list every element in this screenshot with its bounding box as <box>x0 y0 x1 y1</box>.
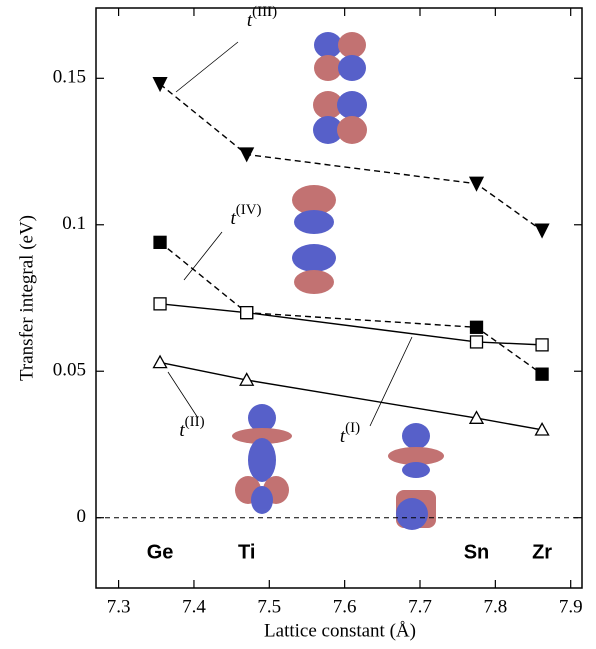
marker <box>239 147 255 163</box>
series-label: t(IV) <box>230 202 261 229</box>
y-tick-label: 0.15 <box>53 67 86 88</box>
marker <box>153 235 167 249</box>
material-label: Zr <box>532 541 552 563</box>
x-tick-label: 7.9 <box>559 596 583 617</box>
series-line <box>159 303 543 346</box>
marker <box>535 367 549 381</box>
series-label: t(III) <box>247 4 277 31</box>
x-axis-label: Lattice constant (Å) <box>264 620 416 641</box>
x-tick-label: 7.7 <box>408 596 432 617</box>
y-tick-label: 0 <box>77 506 87 527</box>
marker <box>535 338 549 352</box>
marker <box>468 176 485 192</box>
y-tick-label: 0.05 <box>53 360 86 381</box>
leader-line <box>175 41 239 93</box>
marker <box>152 354 168 369</box>
marker <box>152 77 168 93</box>
material-label: Sn <box>464 541 490 563</box>
leader-line <box>183 231 223 281</box>
material-label: Ge <box>147 541 174 563</box>
plot-frame <box>95 7 583 589</box>
x-tick-label: 7.5 <box>257 596 281 617</box>
marker <box>534 421 550 436</box>
series-label: t(II) <box>179 414 204 441</box>
leader-line <box>369 336 413 427</box>
x-tick-label: 7.3 <box>107 596 131 617</box>
series-line <box>159 83 543 232</box>
marker <box>240 305 254 320</box>
x-tick-label: 7.4 <box>182 596 206 617</box>
marker <box>469 320 484 334</box>
marker <box>239 372 255 386</box>
series-label: t(I) <box>340 420 360 447</box>
y-axis-label: Transfer integral (eV) <box>16 215 37 381</box>
leader-line <box>167 371 199 419</box>
marker <box>153 297 167 311</box>
x-tick-label: 7.8 <box>483 596 507 617</box>
material-label: Ti <box>238 541 255 563</box>
series-line <box>159 241 543 375</box>
x-tick-label: 7.6 <box>333 596 357 617</box>
y-tick-label: 0.1 <box>62 213 86 234</box>
marker <box>468 410 485 424</box>
series-line <box>159 361 543 431</box>
marker <box>534 223 550 239</box>
marker <box>469 335 484 349</box>
orbitals <box>232 32 444 530</box>
